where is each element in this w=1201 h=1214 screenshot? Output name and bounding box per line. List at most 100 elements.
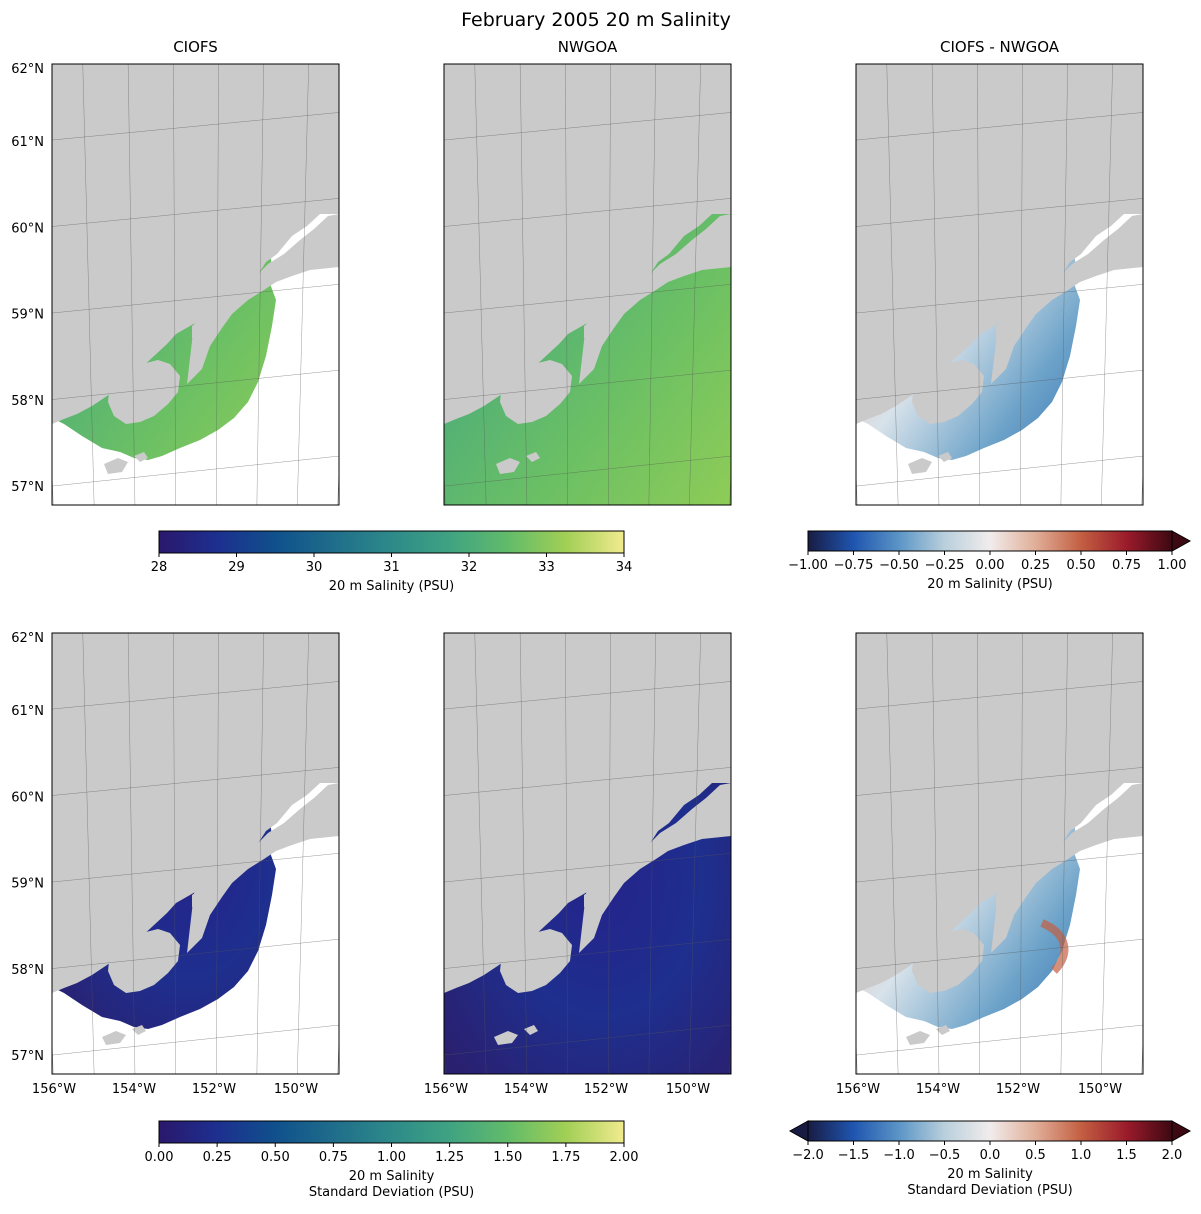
lat-tick-label: 59°N (11, 308, 44, 323)
land-kodiak (912, 360, 984, 424)
colorbar-tick-label: 0.75 (319, 1150, 348, 1165)
lon-tick-label: 152°W (996, 1082, 1040, 1097)
graticule-parallel (0, 590, 400, 629)
graticule-meridian (1101, 633, 1113, 1074)
graticule-meridian (297, 64, 309, 505)
lat-tick-label: 58°N (11, 963, 44, 978)
graticule-meridian (297, 633, 309, 1074)
land-afognak (584, 885, 614, 913)
map-content (444, 0, 796, 624)
map-content (796, 590, 1201, 1074)
graticule-meridian (0, 0, 20, 663)
land-mainland (444, 64, 731, 424)
colorbar-tick-label: 1.25 (435, 1150, 464, 1165)
lon-tick-label: 156°W (424, 1082, 468, 1097)
map-content (0, 590, 400, 1074)
land-islet (496, 458, 520, 474)
colorbar-tick-label: 0.00 (145, 1150, 174, 1165)
colorbar-tick-label: −1.5 (838, 1148, 870, 1163)
graticule-parallel (856, 112, 1143, 141)
lat-tick-label: 62°N (11, 631, 44, 646)
colorbar-tick-label: 0.00 (976, 558, 1005, 573)
colorbar-tick-label: 0.0 (980, 1148, 1001, 1163)
land-islet (494, 1031, 518, 1045)
graticule-meridian (931, 64, 940, 505)
colorbar-tick-label: 0.50 (261, 1150, 290, 1165)
colorbar-tick-label: 1.5 (1116, 1148, 1137, 1163)
graticule-meridian (764, 0, 796, 624)
map-content (856, 64, 1143, 505)
graticule-parallel (856, 198, 1143, 227)
colorbar-tick-label: 1.50 (493, 1150, 522, 1165)
colorbar-tick-label: 31 (383, 560, 400, 575)
colorbar-tick-label: 0.25 (1021, 558, 1050, 573)
graticule-parallel (796, 590, 1201, 629)
lat-tick-label: 61°N (11, 135, 44, 150)
graticule-parallel (856, 853, 1143, 883)
colorbars: 28 29 30 31 32 33 34 20 m Salinity (PSU) −1.00 −0… (145, 530, 1192, 1200)
lat-tick-label: 60°N (11, 790, 44, 805)
lon-tick-label: 150°W (274, 1082, 318, 1097)
colorbar-label: 20 m Salinity (947, 1167, 1033, 1182)
colorbar-3: 0.00 0.25 0.50 0.75 1.00 1.25 1.50 1.75 2.00 20 m… (145, 1120, 639, 1200)
graticule-meridian (519, 64, 528, 505)
lon-tick-label: 154°W (504, 1082, 548, 1097)
land-islet (526, 452, 540, 462)
land-kenai (991, 783, 1143, 953)
colorbar-tick-label: 1.00 (377, 1150, 406, 1165)
land-islet (104, 458, 128, 474)
map-panel-4: 62°N 61°N 60°N 59°N 58°N 57°N 156°W 154°W 152°W 1… (0, 590, 400, 1097)
graticule-meridian (648, 64, 656, 505)
colorbar-tick-label: 1.75 (551, 1150, 580, 1165)
graticule-meridian (216, 633, 219, 1074)
land-kenai (187, 783, 339, 953)
colorbar-tick-label: 0.25 (203, 1150, 232, 1165)
graticule-meridian (380, 542, 412, 1214)
colorbar-extend-max (1171, 530, 1192, 552)
colorbar-2: −1.00 −0.75 −0.50 −0.25 0.00 0.25 0.50 0.75 1.00… (788, 530, 1192, 592)
graticule-parallel (444, 938, 731, 969)
graticule-parallel (856, 681, 1143, 710)
panel-title: CIOFS (173, 38, 218, 56)
graticule-parallel (52, 284, 339, 314)
map-panel-6: 156°W 154°W 152°W 150°W (796, 590, 1201, 1097)
land-afognak (996, 885, 1026, 913)
lon-tick-label: 154°W (916, 1082, 960, 1097)
graticule-parallel (384, 590, 793, 629)
lat-tick-label: 60°N (11, 221, 44, 236)
colorbar-tick-label: 0.5 (1025, 1148, 1046, 1163)
graticule-meridian (689, 64, 701, 505)
graticule-meridian (82, 633, 95, 1074)
graticule-parallel (52, 767, 339, 796)
colorbar-tick-label: 2.00 (610, 1150, 639, 1165)
panel-frame (51, 632, 340, 1075)
land-islet (906, 1031, 930, 1045)
graticule-parallel (52, 938, 339, 969)
lon-tick-label: 156°W (836, 1082, 880, 1097)
colorbar-label: Standard Deviation (PSU) (907, 1183, 1072, 1198)
land-islet (938, 452, 952, 462)
colorbar-tick-label: 0.50 (1067, 558, 1096, 573)
colorbar-tick-label: −0.5 (929, 1148, 961, 1163)
graticule-meridian (1020, 633, 1023, 1074)
graticule-meridian (82, 64, 95, 505)
land-islet (132, 1025, 146, 1035)
lon-tick-label: 150°W (666, 1082, 710, 1097)
colorbar-tick-label: 33 (538, 560, 555, 575)
graticule-parallel (856, 938, 1143, 969)
graticule-parallel (444, 1024, 731, 1056)
graticule-parallel (856, 455, 1143, 487)
land-kenai (579, 214, 731, 384)
lon-tick-label: 152°W (192, 1082, 236, 1097)
lon-tick-label: 154°W (112, 1082, 156, 1097)
land-mainland (856, 633, 1143, 993)
graticule-meridian (173, 64, 176, 505)
graticule-parallel (444, 681, 731, 710)
colorbar-tick-label: 0.75 (1112, 558, 1141, 573)
graticule-meridian (474, 633, 487, 1074)
land-kodiak (500, 360, 572, 424)
graticule-parallel (52, 455, 339, 487)
lon-tick-label: 152°W (584, 1082, 628, 1097)
graticule-meridian (1060, 64, 1068, 505)
